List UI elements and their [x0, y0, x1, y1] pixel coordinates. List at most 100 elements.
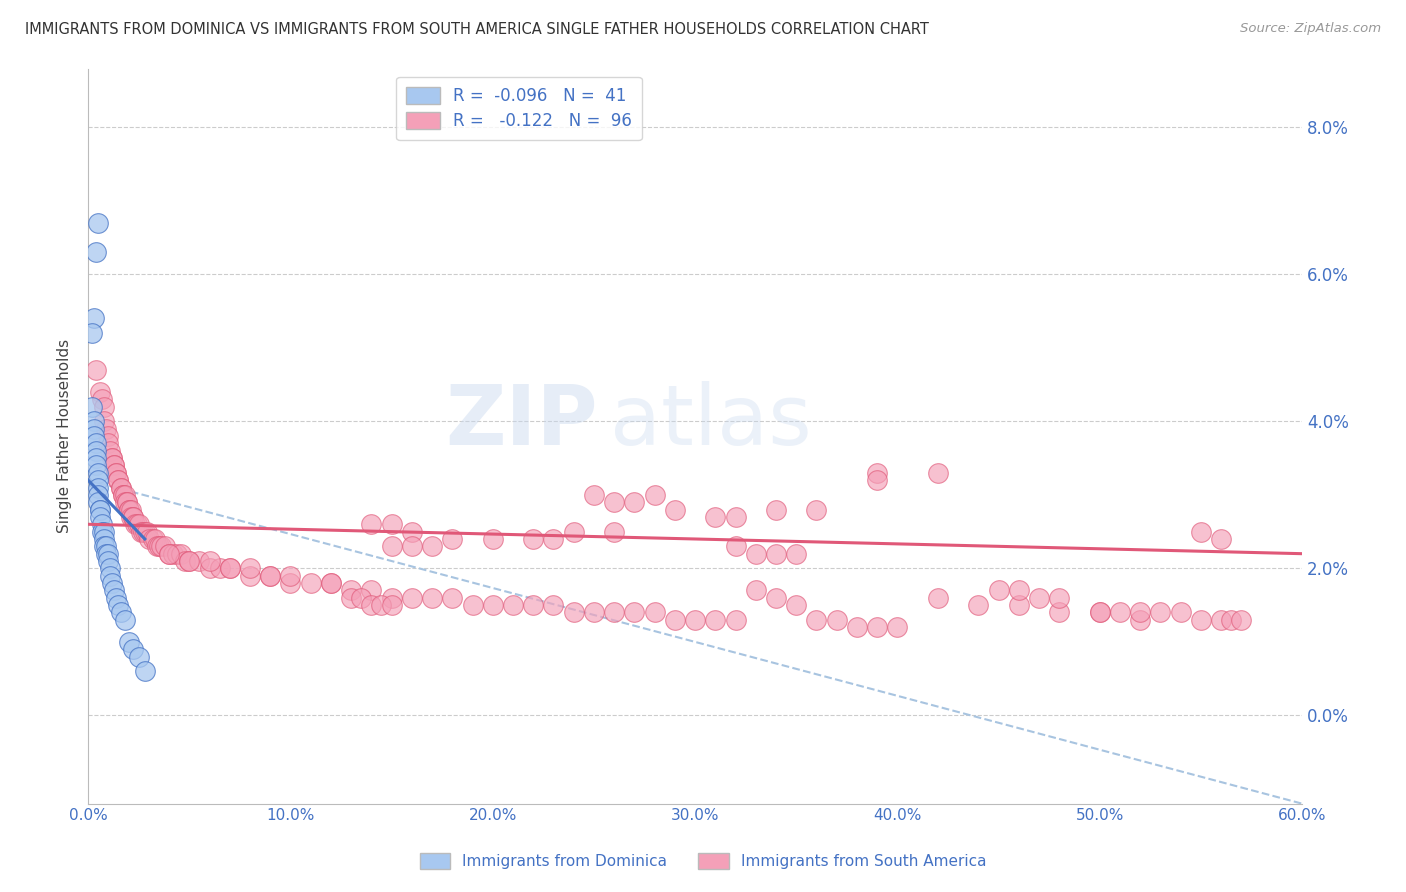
- Point: [745, 547, 768, 561]
- Point: [93, 524, 115, 539]
- Point: [82, 400, 104, 414]
- Point: [105, 591, 128, 605]
- Point: [143, 532, 166, 546]
- Point: [1109, 606, 1132, 620]
- Point: [120, 502, 142, 516]
- Point: [603, 606, 626, 620]
- Point: [420, 591, 443, 605]
- Point: [825, 613, 848, 627]
- Point: [299, 576, 322, 591]
- Point: [148, 539, 170, 553]
- Point: [174, 554, 197, 568]
- Point: [132, 524, 155, 539]
- Point: [381, 517, 404, 532]
- Point: [1088, 606, 1111, 620]
- Point: [89, 502, 111, 516]
- Point: [340, 583, 363, 598]
- Point: [83, 429, 105, 443]
- Point: [866, 466, 889, 480]
- Point: [208, 561, 231, 575]
- Point: [1189, 524, 1212, 539]
- Point: [84, 443, 107, 458]
- Point: [111, 488, 134, 502]
- Point: [129, 524, 152, 539]
- Point: [522, 598, 544, 612]
- Point: [319, 576, 342, 591]
- Point: [96, 539, 118, 553]
- Point: [1008, 583, 1031, 598]
- Point: [103, 458, 125, 473]
- Text: IMMIGRANTS FROM DOMINICA VS IMMIGRANTS FROM SOUTH AMERICA SINGLE FATHER HOUSEHOL: IMMIGRANTS FROM DOMINICA VS IMMIGRANTS F…: [25, 22, 929, 37]
- Point: [745, 583, 768, 598]
- Point: [967, 598, 990, 612]
- Point: [114, 495, 136, 509]
- Point: [1149, 606, 1171, 620]
- Point: [340, 591, 363, 605]
- Point: [420, 539, 443, 553]
- Point: [101, 451, 124, 466]
- Point: [1170, 606, 1192, 620]
- Point: [97, 429, 120, 443]
- Text: ZIP: ZIP: [446, 381, 598, 462]
- Point: [110, 606, 132, 620]
- Point: [89, 384, 111, 399]
- Point: [350, 591, 373, 605]
- Point: [218, 561, 240, 575]
- Point: [1189, 613, 1212, 627]
- Point: [100, 568, 122, 582]
- Point: [84, 451, 107, 466]
- Point: [724, 539, 747, 553]
- Point: [93, 400, 115, 414]
- Point: [644, 606, 666, 620]
- Point: [114, 613, 136, 627]
- Point: [101, 576, 124, 591]
- Point: [765, 547, 787, 561]
- Point: [724, 613, 747, 627]
- Point: [1047, 591, 1070, 605]
- Point: [1129, 606, 1152, 620]
- Point: [683, 613, 706, 627]
- Point: [103, 458, 125, 473]
- Point: [83, 414, 105, 428]
- Legend: Immigrants from Dominica, Immigrants from South America: Immigrants from Dominica, Immigrants fro…: [413, 847, 993, 875]
- Point: [105, 466, 128, 480]
- Point: [87, 488, 110, 502]
- Point: [84, 363, 107, 377]
- Point: [1220, 613, 1243, 627]
- Point: [1047, 606, 1070, 620]
- Point: [927, 466, 949, 480]
- Point: [765, 591, 787, 605]
- Point: [562, 606, 585, 620]
- Point: [105, 466, 128, 480]
- Point: [149, 539, 172, 553]
- Point: [1230, 613, 1253, 627]
- Point: [96, 547, 118, 561]
- Text: atlas: atlas: [610, 381, 811, 462]
- Point: [866, 620, 889, 634]
- Point: [134, 524, 156, 539]
- Point: [107, 473, 129, 487]
- Point: [806, 613, 828, 627]
- Point: [886, 620, 908, 634]
- Point: [146, 539, 169, 553]
- Point: [280, 576, 302, 591]
- Point: [381, 539, 404, 553]
- Point: [87, 473, 110, 487]
- Point: [198, 554, 221, 568]
- Point: [107, 598, 129, 612]
- Point: [179, 554, 201, 568]
- Point: [91, 524, 114, 539]
- Point: [360, 517, 382, 532]
- Point: [97, 547, 120, 561]
- Point: [381, 591, 404, 605]
- Point: [401, 539, 423, 553]
- Point: [724, 510, 747, 524]
- Point: [927, 591, 949, 605]
- Point: [461, 598, 484, 612]
- Point: [93, 532, 115, 546]
- Point: [91, 392, 114, 407]
- Point: [121, 510, 143, 524]
- Point: [100, 443, 122, 458]
- Point: [785, 547, 807, 561]
- Point: [319, 576, 342, 591]
